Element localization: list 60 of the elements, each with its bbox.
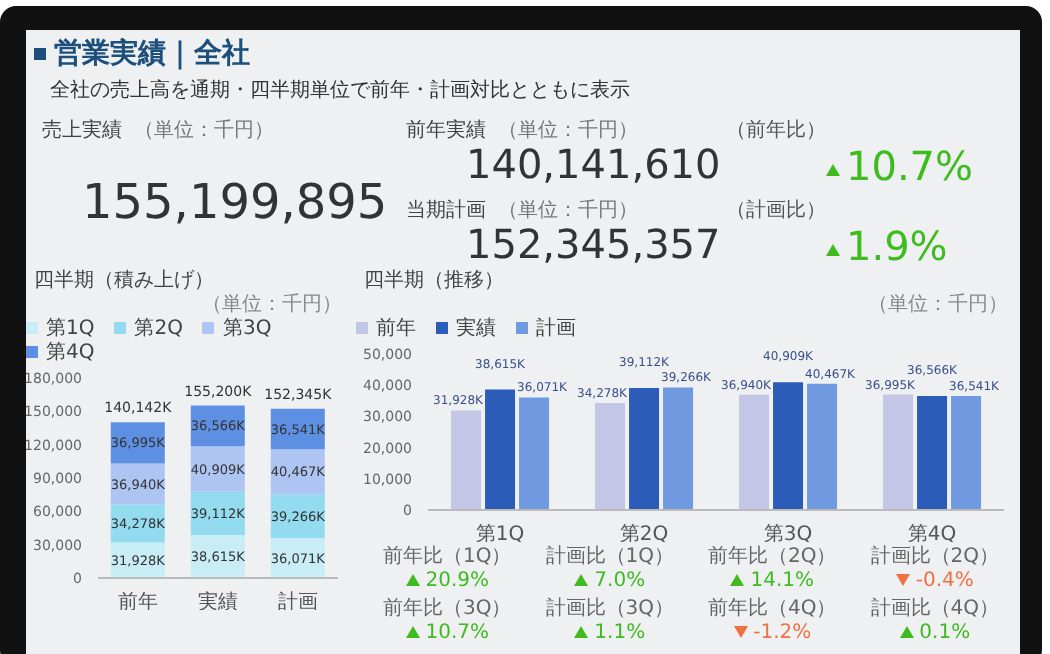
category-label: 前年実績 <box>406 120 486 142</box>
data-label: 20.9% <box>423 570 492 592</box>
data-label: 0.1% <box>917 622 973 644</box>
text: （単位：千円） <box>498 120 638 142</box>
bar <box>951 395 982 510</box>
category-label: 計画比（4Q） <box>868 598 1001 620</box>
data-label: 1.9% <box>844 222 948 270</box>
chart-title: 四半期（積み上げ） <box>34 267 214 294</box>
category-label: 前年比（1Q） <box>381 546 514 568</box>
text: 152,345,357 <box>466 220 721 268</box>
bar <box>883 394 914 510</box>
category-label: 当期計画 <box>406 200 486 222</box>
bar <box>485 389 516 510</box>
category-label: 前年比（2Q） <box>706 546 839 568</box>
bar <box>595 403 626 510</box>
legend-label: 計画 <box>536 318 576 340</box>
x-tick-label: 第4Q <box>907 522 957 547</box>
category-label: 計画比（1Q） <box>543 546 676 568</box>
legend-label: 第3Q <box>222 318 272 340</box>
category-label: （計画比） <box>726 197 826 224</box>
x-tick-label: 計画 <box>278 590 318 615</box>
legend-label: 第4Q <box>46 342 95 364</box>
category-label: 計画比（3Q） <box>543 598 676 620</box>
bar <box>519 397 550 510</box>
bar <box>807 383 838 510</box>
bar <box>773 382 804 510</box>
data-label: 14.1% <box>748 570 817 592</box>
text: （単位：千円） <box>498 200 638 222</box>
x-tick-label: 第3Q <box>763 522 813 547</box>
category-label: 前年比（4Q） <box>706 598 839 620</box>
x-tick-label: 第1Q <box>475 522 525 547</box>
category-label: 計画比（2Q） <box>868 546 1001 568</box>
text: 営業実績｜全社 <box>52 36 250 72</box>
bar <box>739 394 770 510</box>
data-label: -0.4% <box>913 570 976 592</box>
text: 140,141,610 <box>466 140 721 188</box>
category-label: 売上実績 <box>42 120 122 142</box>
legend-label: 前年 <box>376 318 416 340</box>
data-label: -1.2% <box>751 622 814 644</box>
chart-title: 四半期（推移） <box>364 267 504 294</box>
text: （単位：千円） <box>868 291 1008 318</box>
bar <box>629 387 660 510</box>
text: 155,199,895 <box>82 174 388 230</box>
text: （単位：千円） <box>134 120 274 142</box>
data-label: 10.7% <box>844 142 974 190</box>
data-label: 7.0% <box>592 570 648 592</box>
text: （単位：千円） <box>202 291 342 318</box>
legend-label: 実績 <box>456 318 496 340</box>
data-label: 1.1% <box>592 622 648 644</box>
bar <box>917 395 948 510</box>
text: 全社の売上高を通期・四半期単位で前年・計画対比とともに表示 <box>50 77 630 104</box>
data-label: 10.7% <box>423 622 492 644</box>
bar <box>663 387 694 510</box>
legend-label: 第2Q <box>134 318 183 340</box>
x-tick-label: 前年 <box>118 590 158 615</box>
legend-label: 第1Q <box>46 318 95 340</box>
bar <box>451 410 482 510</box>
category-label: 前年比（3Q） <box>381 598 514 620</box>
x-tick-label: 第2Q <box>619 522 669 547</box>
category-label: （前年比） <box>726 117 826 144</box>
